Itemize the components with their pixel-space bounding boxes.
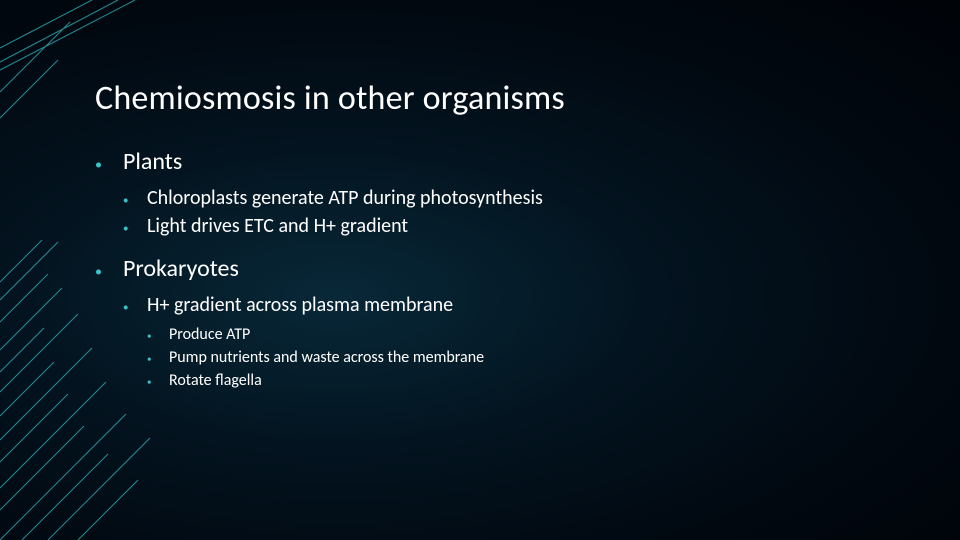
bullet-text: H+ gradient across plasma membrane xyxy=(147,293,453,317)
list-item: • Pump nutrients and waste across the me… xyxy=(147,348,915,367)
bullet-icon: • xyxy=(147,331,169,342)
list-item: • Light drives ETC and H+ gradient xyxy=(123,214,915,238)
list-item: • Chloroplasts generate ATP during photo… xyxy=(123,186,915,210)
list-item: • Prokaryotes • H+ gradient across plasm… xyxy=(95,254,915,390)
list-item: • H+ gradient across plasma membrane • P… xyxy=(123,293,915,390)
bullet-text: Rotate flagella xyxy=(169,371,262,390)
bullet-list: • Plants • Chloroplasts generate ATP dur… xyxy=(95,147,915,390)
list-item: • Plants • Chloroplasts generate ATP dur… xyxy=(95,147,915,238)
bullet-list: • H+ gradient across plasma membrane • P… xyxy=(123,293,915,390)
list-item: • Rotate flagella xyxy=(147,371,915,390)
bullet-text: Chloroplasts generate ATP during photosy… xyxy=(147,186,543,210)
bullet-list: • Produce ATP • Pump nutrients and waste… xyxy=(147,325,915,390)
bullet-text: Prokaryotes xyxy=(123,254,239,283)
slide-content: Chemiosmosis in other organisms • Plants… xyxy=(95,78,915,406)
bullet-icon: • xyxy=(147,354,169,365)
bullet-text: Produce ATP xyxy=(169,325,250,344)
bullet-icon: • xyxy=(95,156,123,173)
bullet-icon: • xyxy=(123,194,147,207)
bullet-list: • Chloroplasts generate ATP during photo… xyxy=(123,186,915,238)
bullet-text: Pump nutrients and waste across the memb… xyxy=(169,348,484,367)
slide-title: Chemiosmosis in other organisms xyxy=(95,78,915,119)
bullet-icon: • xyxy=(123,222,147,235)
bullet-icon: • xyxy=(123,301,147,314)
list-item: • Produce ATP xyxy=(147,325,915,344)
bullet-icon: • xyxy=(147,377,169,388)
bullet-text: Plants xyxy=(123,147,182,176)
bullet-text: Light drives ETC and H+ gradient xyxy=(147,214,408,238)
bullet-icon: • xyxy=(95,263,123,280)
